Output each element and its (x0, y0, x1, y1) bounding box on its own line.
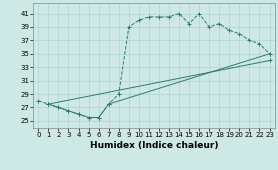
X-axis label: Humidex (Indice chaleur): Humidex (Indice chaleur) (90, 141, 218, 150)
